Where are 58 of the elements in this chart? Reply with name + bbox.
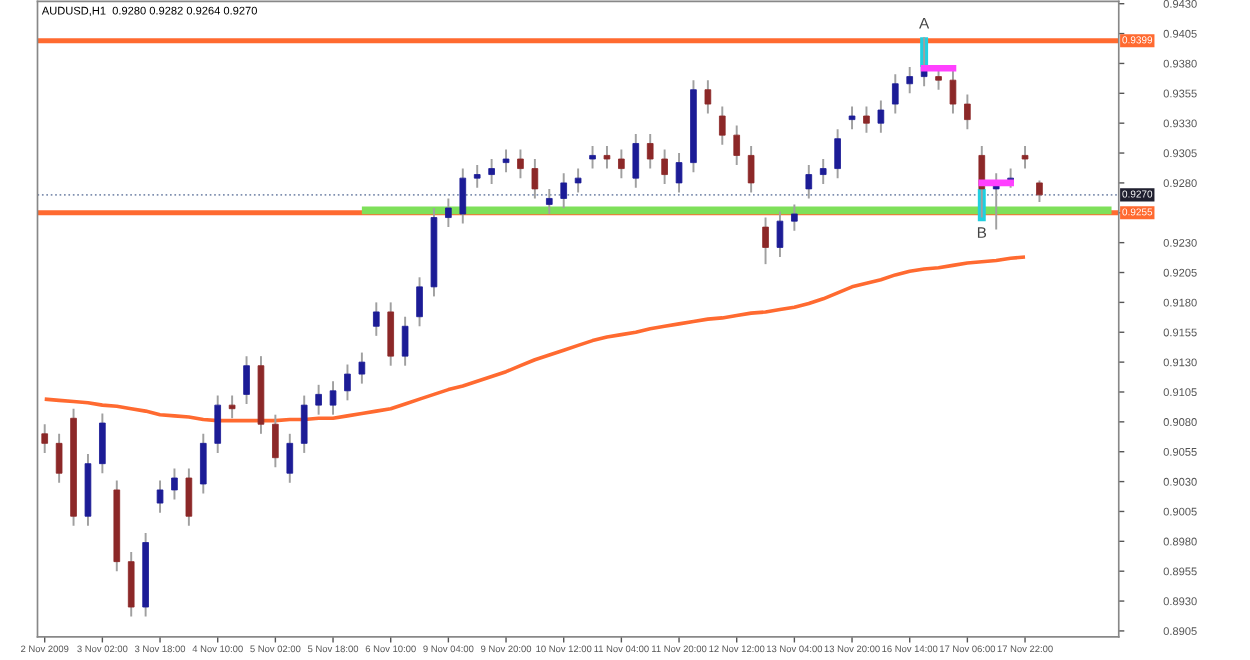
- candlestick: [949, 69, 957, 115]
- candlestick: [632, 132, 640, 189]
- candlestick: [646, 132, 654, 170]
- candlestick: [661, 148, 668, 186]
- candlestick: [805, 164, 813, 200]
- candlestick: [1021, 144, 1029, 170]
- candlestick: [863, 105, 870, 134]
- candlestick: [877, 99, 885, 134]
- candlestick: [704, 79, 712, 115]
- candlestick: [718, 105, 726, 146]
- candlestick: [358, 351, 366, 385]
- candlestick: [401, 315, 409, 367]
- candlestick: [819, 158, 827, 186]
- candlestick: [502, 148, 510, 174]
- candlestick: [517, 148, 524, 180]
- candlestick: [574, 167, 582, 194]
- candlestick: [560, 172, 568, 209]
- candlestick: [834, 128, 841, 180]
- candlestick: [127, 551, 135, 618]
- candlestick: [185, 467, 193, 527]
- candlestick: [300, 394, 308, 454]
- candlestick: [964, 93, 971, 131]
- candlestick: [459, 167, 467, 225]
- candlestick: [286, 432, 294, 484]
- candlestick: [906, 66, 914, 95]
- candlestick: [589, 144, 596, 170]
- candlestick: [41, 423, 49, 454]
- candlestick: [243, 355, 250, 405]
- candlestick: [488, 158, 495, 186]
- candlestick: [473, 164, 481, 189]
- candlestick: [344, 363, 351, 402]
- candlestick: [171, 467, 178, 501]
- candlestick: [848, 105, 856, 131]
- candlestick: [445, 197, 452, 229]
- candlestick: [603, 144, 611, 170]
- candlestick: [618, 148, 625, 180]
- candlestick: [776, 210, 784, 258]
- candlestick: [416, 276, 423, 328]
- candlestick: [156, 479, 164, 514]
- candlestick: [372, 301, 380, 337]
- candlestick: [762, 216, 769, 266]
- candlestick: [55, 432, 63, 484]
- candlestick: [99, 412, 106, 475]
- candlestick: [791, 203, 798, 232]
- candlestick: [545, 187, 553, 215]
- candlestick: [387, 301, 395, 367]
- candlestick: [199, 432, 207, 495]
- candlestick: [747, 144, 755, 194]
- candlestick: [228, 394, 236, 420]
- candlestick: [272, 413, 279, 469]
- candlestick: [1036, 179, 1043, 203]
- candlestick: [315, 383, 322, 416]
- candlestick: [214, 394, 222, 454]
- candlestick: [675, 152, 683, 194]
- candlestick: [891, 73, 899, 115]
- candlestick: [531, 158, 539, 200]
- candlestick: [329, 380, 337, 416]
- candlestick: [733, 124, 741, 166]
